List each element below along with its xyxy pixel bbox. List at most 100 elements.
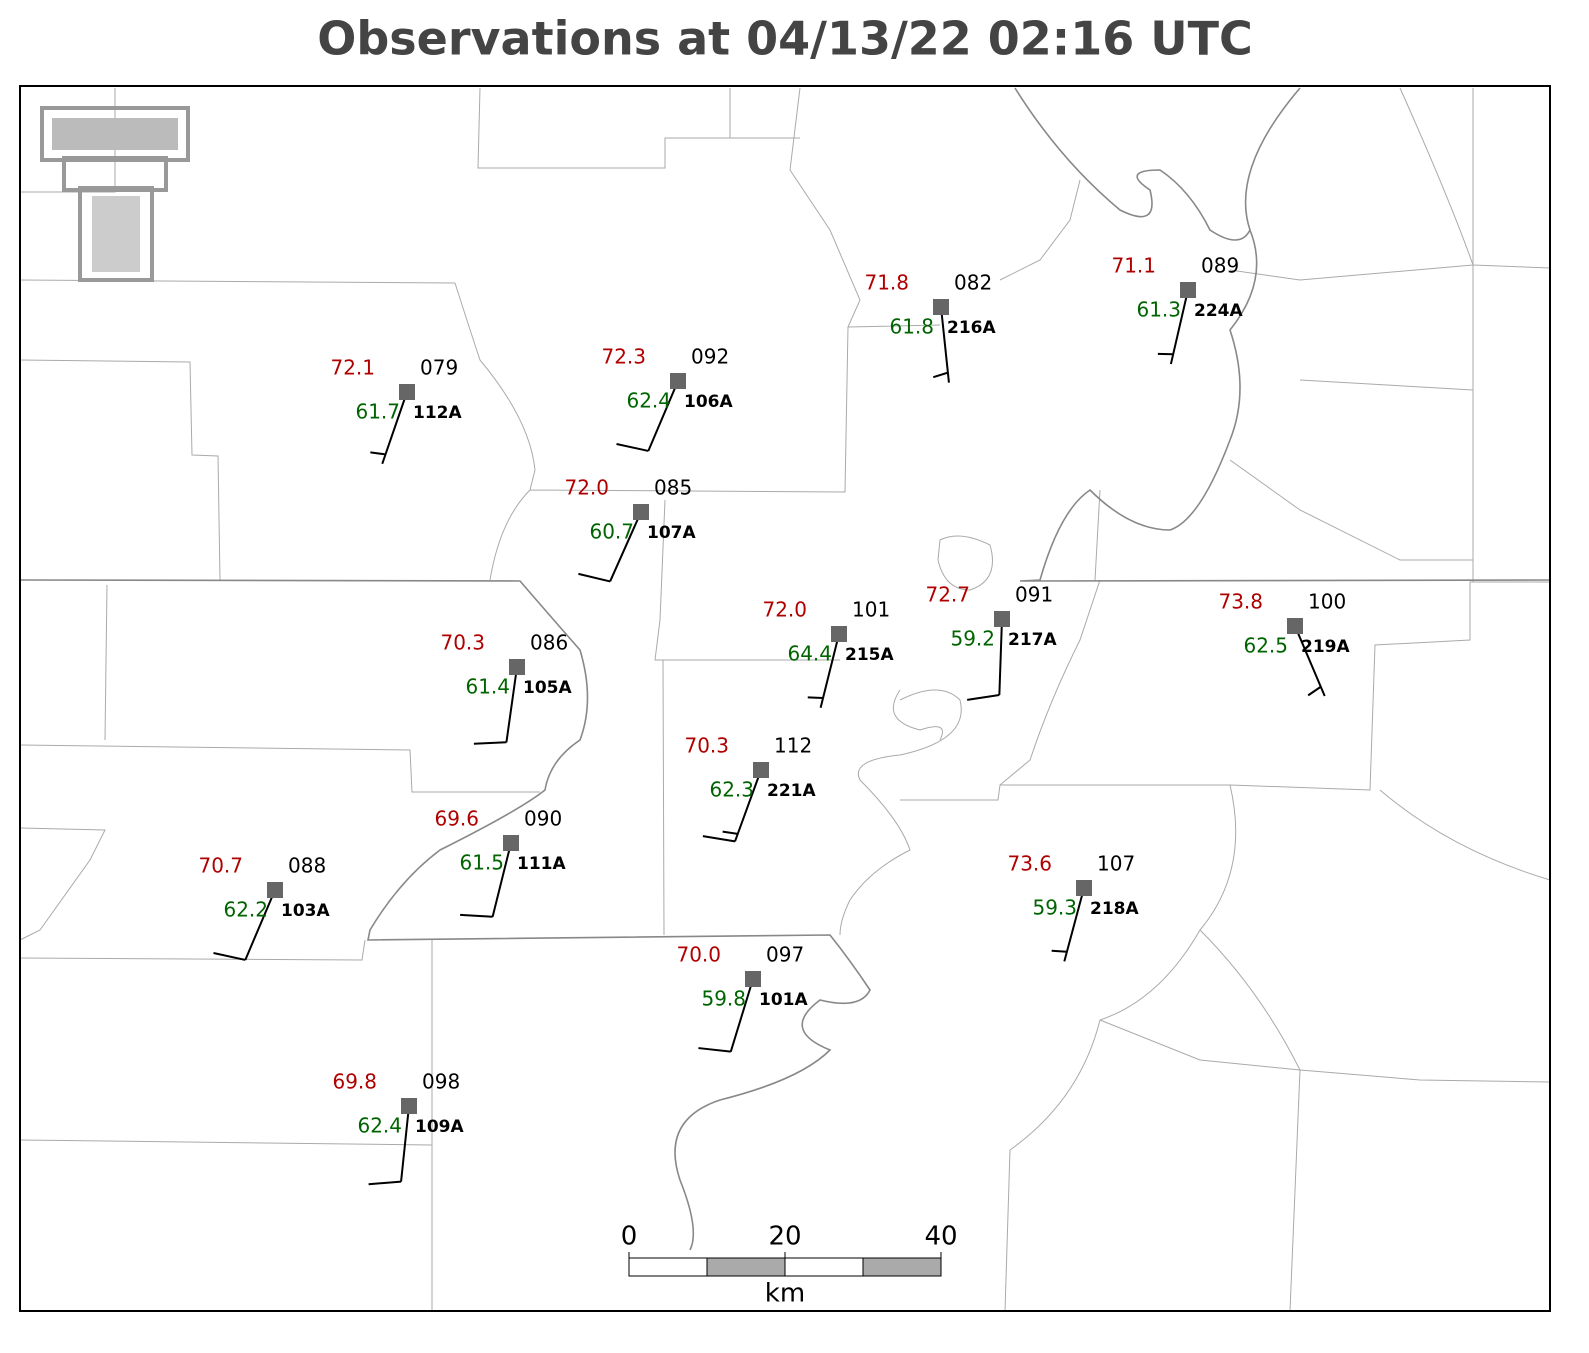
station-marker [1287, 618, 1303, 634]
temperature: 72.3 [601, 345, 646, 369]
station-plot: 72.3 092 62.4 106A [601, 345, 733, 452]
station-id: 101A [759, 990, 808, 1010]
dewpoint: 60.7 [589, 520, 634, 544]
station-id: 112A [413, 403, 462, 423]
pressure: 097 [766, 943, 804, 967]
station-plot: 70.3 086 61.4 105A [440, 631, 572, 745]
station-marker [670, 373, 686, 389]
dewpoint: 59.3 [1032, 896, 1077, 920]
station-plot: 72.7 091 59.2 217A [925, 583, 1057, 701]
station-plot: 72.0 085 60.7 107A [564, 476, 696, 583]
title: Observations at 04/13/22 02:16 UTC [317, 12, 1252, 66]
temperature: 70.3 [440, 631, 485, 655]
station-id: 216A [947, 318, 996, 338]
pressure: 082 [954, 271, 992, 295]
dewpoint: 61.5 [459, 851, 504, 875]
station-plot: 70.0 097 59.8 101A [676, 943, 808, 1053]
dewpoint: 61.7 [355, 400, 400, 424]
pressure: 079 [420, 356, 458, 380]
temperature: 72.1 [330, 356, 375, 380]
wind-barb [578, 511, 642, 583]
station-id: 107A [647, 523, 696, 543]
scale-segment [784, 1257, 864, 1277]
dewpoint: 62.3 [709, 778, 754, 802]
station-id: 219A [1301, 637, 1350, 657]
scale-segment [862, 1257, 942, 1277]
station-id: 215A [845, 645, 894, 665]
dewpoint: 61.4 [465, 675, 510, 699]
scale-tick-label: 20 [768, 1222, 801, 1252]
temperature: 73.6 [1007, 852, 1052, 876]
pressure: 100 [1308, 590, 1346, 614]
station-id: 106A [684, 392, 733, 412]
station-marker [1076, 880, 1092, 896]
station-marker [399, 384, 415, 400]
dewpoint: 59.8 [701, 987, 746, 1011]
temperature: 72.0 [564, 476, 609, 500]
temperature: 70.7 [198, 854, 243, 878]
temperature: 72.7 [925, 583, 970, 607]
scale-tick-label: 40 [924, 1222, 957, 1252]
pressure: 091 [1015, 583, 1053, 607]
station-marker [994, 611, 1010, 627]
station-marker [633, 504, 649, 520]
station-marker [831, 626, 847, 642]
wind-barb [616, 380, 679, 452]
temperature: 70.0 [676, 943, 721, 967]
dewpoint: 62.5 [1243, 634, 1288, 658]
dewpoint: 62.4 [626, 389, 671, 413]
wind-barb [370, 391, 408, 465]
pressure: 088 [288, 854, 326, 878]
station-id: 224A [1194, 301, 1243, 321]
basemap [19, 87, 1551, 1312]
station-id: 103A [281, 901, 330, 921]
scale-segment [628, 1257, 708, 1277]
station-marker [933, 299, 949, 315]
temperature: 71.1 [1111, 254, 1156, 278]
station-plot: 70.7 088 62.2 103A [198, 854, 330, 961]
dewpoint: 59.2 [950, 627, 995, 651]
wind-barb [473, 666, 518, 745]
wind-barb [932, 306, 950, 383]
scale-tick-label: 0 [621, 1222, 638, 1252]
temperature: 73.8 [1218, 590, 1263, 614]
station-plot: 73.8 100 62.5 219A [1218, 590, 1350, 697]
temperature: 71.8 [864, 271, 909, 295]
station-plot: 70.3 112 62.3 221A [684, 734, 816, 843]
station-id: 217A [1008, 630, 1057, 650]
dewpoint: 62.4 [357, 1114, 402, 1138]
station-marker [509, 659, 525, 675]
pressure: 092 [691, 345, 729, 369]
wind-barb [213, 889, 276, 961]
station-plot: 72.0 101 64.4 215A [762, 598, 894, 708]
temperature: 69.8 [332, 1070, 377, 1094]
station-plot: 73.6 107 59.3 218A [1007, 852, 1139, 962]
pressure: 101 [852, 598, 890, 622]
wind-barb [807, 633, 840, 708]
dewpoint: 62.2 [223, 898, 268, 922]
pressure: 090 [524, 807, 562, 831]
dewpoint: 64.4 [787, 642, 832, 666]
temperature: 72.0 [762, 598, 807, 622]
wind-barb [460, 842, 512, 918]
station-plot: 71.1 089 61.3 224A [1111, 254, 1243, 365]
station-plot: 72.1 079 61.7 112A [330, 356, 462, 465]
wind-barb [967, 618, 1003, 701]
logo [40, 106, 190, 282]
station-marker [1180, 282, 1196, 298]
pressure: 086 [530, 631, 568, 655]
station-id: 221A [767, 781, 816, 801]
station-plot: 71.8 082 61.8 216A [864, 271, 996, 383]
wind-barb [698, 978, 754, 1053]
pressure: 098 [422, 1070, 460, 1094]
wind-barb [702, 769, 762, 843]
station-id: 105A [523, 678, 572, 698]
pressure: 112 [774, 734, 812, 758]
station-id: 109A [415, 1117, 464, 1137]
pressure: 085 [654, 476, 692, 500]
pressure: 089 [1201, 254, 1239, 278]
wind-barb [1051, 887, 1085, 962]
scale-bar: 0 20 40 km [621, 1222, 958, 1309]
wind-barb [1294, 625, 1326, 697]
